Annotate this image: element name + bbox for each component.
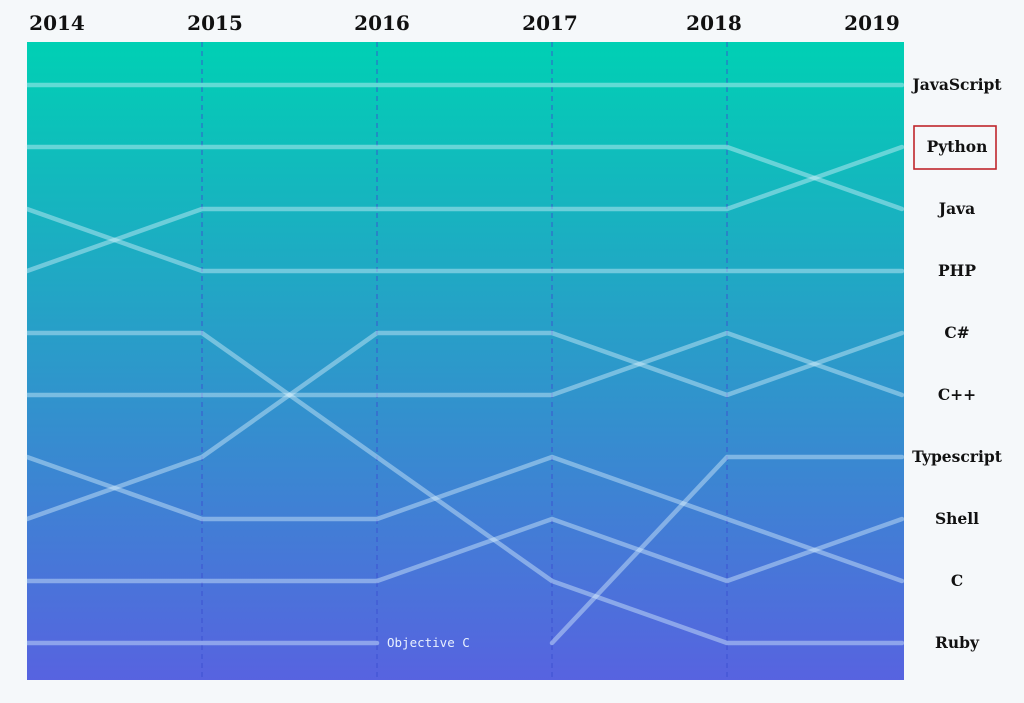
year-label-2017: 2017 <box>522 11 578 35</box>
series-line-ruby <box>24 330 905 646</box>
series-line-php <box>24 206 905 274</box>
language-label-c: C <box>951 571 963 590</box>
series-line-cplusplus <box>24 330 905 398</box>
year-label-2018: 2018 <box>686 11 742 35</box>
year-label-2019: 2019 <box>844 11 900 35</box>
series-line-typescript <box>549 454 905 646</box>
plot-background <box>27 42 904 680</box>
language-labels: JavaScript Python Java PHP C# C++ Typescript Sh… <box>910 75 1002 652</box>
year-label-2014: 2014 <box>29 11 85 35</box>
annotation-objective-c: Objective C <box>387 635 470 650</box>
series-line-shell <box>24 516 905 584</box>
language-label-shell: Shell <box>935 509 979 528</box>
annotations: Objective C <box>387 635 470 650</box>
year-label-2016: 2016 <box>354 11 410 35</box>
language-label-typescript: Typescript <box>912 447 1003 466</box>
series-line-java <box>24 144 905 212</box>
language-label-javascript: JavaScript <box>910 75 1002 94</box>
language-label-java: Java <box>937 199 975 218</box>
series-line-csharp <box>24 330 905 522</box>
language-label-php: PHP <box>938 261 976 280</box>
language-label-python: Python <box>927 137 988 156</box>
year-label-2015: 2015 <box>187 11 243 35</box>
language-label-cplusplus: C++ <box>938 385 976 404</box>
language-label-csharp: C# <box>944 323 969 342</box>
series-line-c <box>24 454 905 584</box>
series-line-python <box>24 144 905 274</box>
year-gridlines <box>201 42 728 680</box>
highlight-box-python <box>913 125 997 170</box>
series-lines <box>24 82 905 646</box>
language-label-ruby: Ruby <box>935 633 980 652</box>
year-labels: 2014 2015 2016 2017 2018 2019 <box>29 11 900 35</box>
